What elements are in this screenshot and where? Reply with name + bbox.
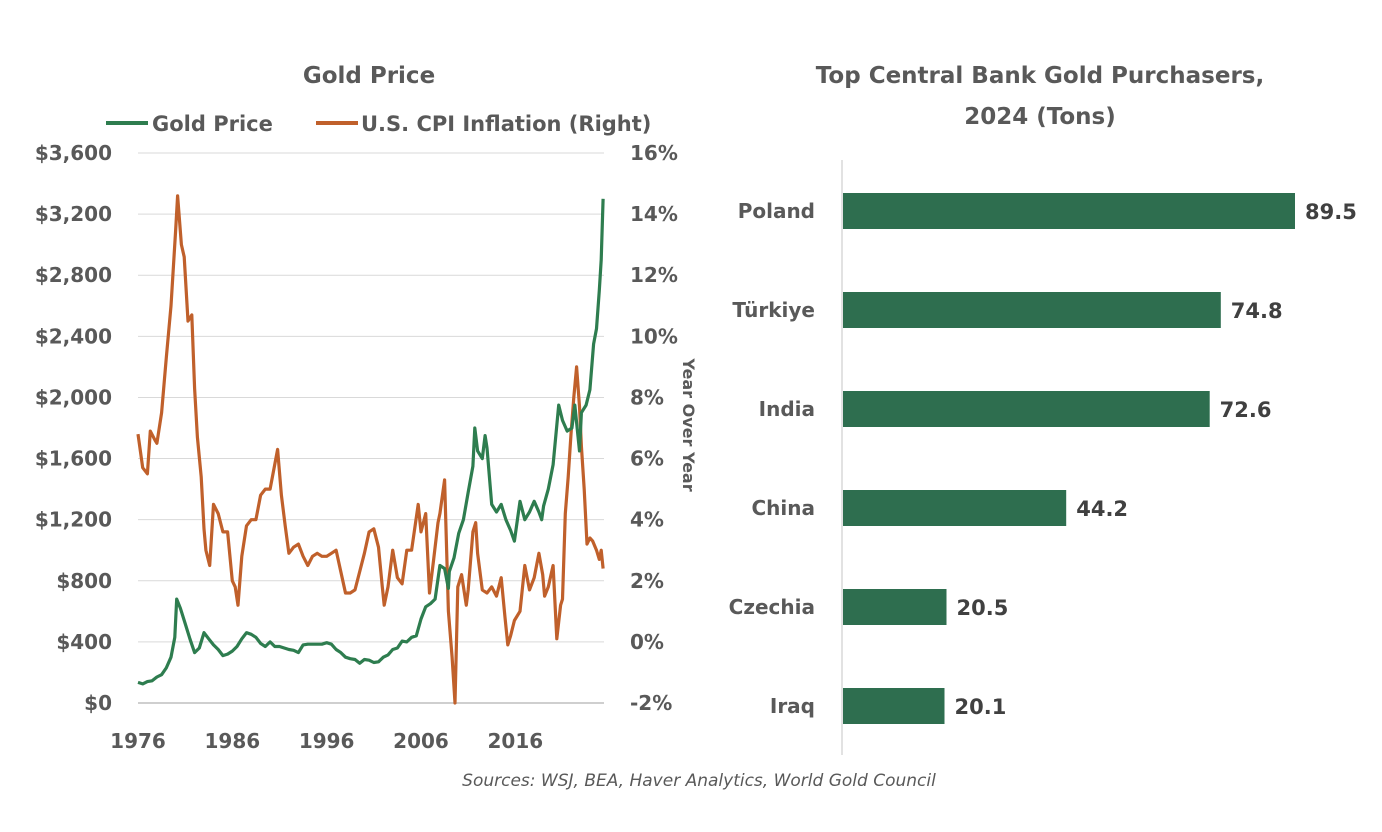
bar-poland <box>843 193 1295 229</box>
gold-price-line <box>137 198 605 686</box>
bar-iraq <box>843 688 945 724</box>
y-tick-label: $800 <box>56 569 112 593</box>
value-label: 89.5 <box>1305 200 1357 224</box>
bar-chart-title-line-2: 2024 (Tons) <box>964 104 1116 130</box>
y2-tick-label: 8% <box>630 385 664 409</box>
gold-chart-title: Gold Price <box>303 63 435 89</box>
category-label: China <box>751 496 815 520</box>
gold-chart-y-axis: $0 $400 $800 $1,200 $1,600 $2,000 $2,400 $2,800… <box>35 141 112 715</box>
value-label: 44.2 <box>1076 497 1128 521</box>
category-label: Poland <box>738 199 815 223</box>
bar-trkiye <box>843 292 1221 328</box>
y-tick-label: $3,200 <box>35 202 112 226</box>
x-tick-label: 1986 <box>204 729 260 753</box>
y-tick-label: $2,400 <box>35 324 112 348</box>
y2-tick-label: 4% <box>630 508 664 532</box>
legend-label-gold: Gold Price <box>152 112 273 136</box>
y-tick-label: $1,200 <box>35 508 112 532</box>
bar-chart-bars: Poland 89.5 Türkiye 74.8 India 72.6 China 44.2 C… <box>729 193 1357 724</box>
y-tick-label: $400 <box>56 630 112 654</box>
y2-tick-label: 14% <box>630 202 678 226</box>
category-label: India <box>759 397 815 421</box>
y-tick-label: $2,000 <box>35 385 112 409</box>
x-tick-label: 1996 <box>299 729 355 753</box>
value-label: 74.8 <box>1231 299 1283 323</box>
y2-tick-label: 10% <box>630 324 678 348</box>
bar-czechia <box>843 589 947 625</box>
y-tick-label: $2,800 <box>35 263 112 287</box>
x-tick-label: 2006 <box>393 729 449 753</box>
y-tick-label: $0 <box>84 691 112 715</box>
category-label: Iraq <box>770 694 815 718</box>
x-tick-label: 1976 <box>110 729 166 753</box>
y2-tick-label: -2% <box>630 691 672 715</box>
y-tick-label: $1,600 <box>35 447 112 471</box>
bar-chart-title-line-1: Top Central Bank Gold Purchasers, <box>816 63 1264 89</box>
gold-chart-x-axis: 1976 1986 1996 2006 2016 <box>110 729 543 753</box>
y2-tick-label: 12% <box>630 263 678 287</box>
cpi-inflation-line <box>136 194 605 705</box>
gold-chart-legend: Gold Price U.S. CPI Inflation (Right) <box>106 112 651 136</box>
y-tick-label: $3,600 <box>35 141 112 165</box>
category-label: Czechia <box>729 595 815 619</box>
gold-chart-series <box>136 194 605 705</box>
y2-tick-label: 0% <box>630 630 664 654</box>
value-label: 20.5 <box>957 596 1009 620</box>
y2-tick-label: 6% <box>630 447 664 471</box>
y2-axis-label: Year Over Year <box>679 357 698 491</box>
legend-label-cpi: U.S. CPI Inflation (Right) <box>361 112 651 136</box>
x-tick-label: 2016 <box>487 729 543 753</box>
gold-chart-y2-axis: -2% 0% 2% 4% 6% 8% 10% 12% 14% 16% <box>630 141 678 715</box>
source-note: Sources: WSJ, BEA, Haver Analytics, Worl… <box>462 771 936 791</box>
gold-chart-gridlines <box>138 152 604 704</box>
value-label: 72.6 <box>1220 398 1272 422</box>
bar-china <box>843 490 1067 526</box>
y2-tick-label: 16% <box>630 141 678 165</box>
gold-price-chart: Gold Price Gold Price U.S. CPI Inflation… <box>35 63 698 753</box>
value-label: 20.1 <box>955 695 1007 719</box>
y2-tick-label: 2% <box>630 569 664 593</box>
central-bank-purchases-chart: Top Central Bank Gold Purchasers, 2024 (… <box>729 63 1357 755</box>
bar-india <box>843 391 1210 427</box>
category-label: Türkiye <box>732 298 815 322</box>
